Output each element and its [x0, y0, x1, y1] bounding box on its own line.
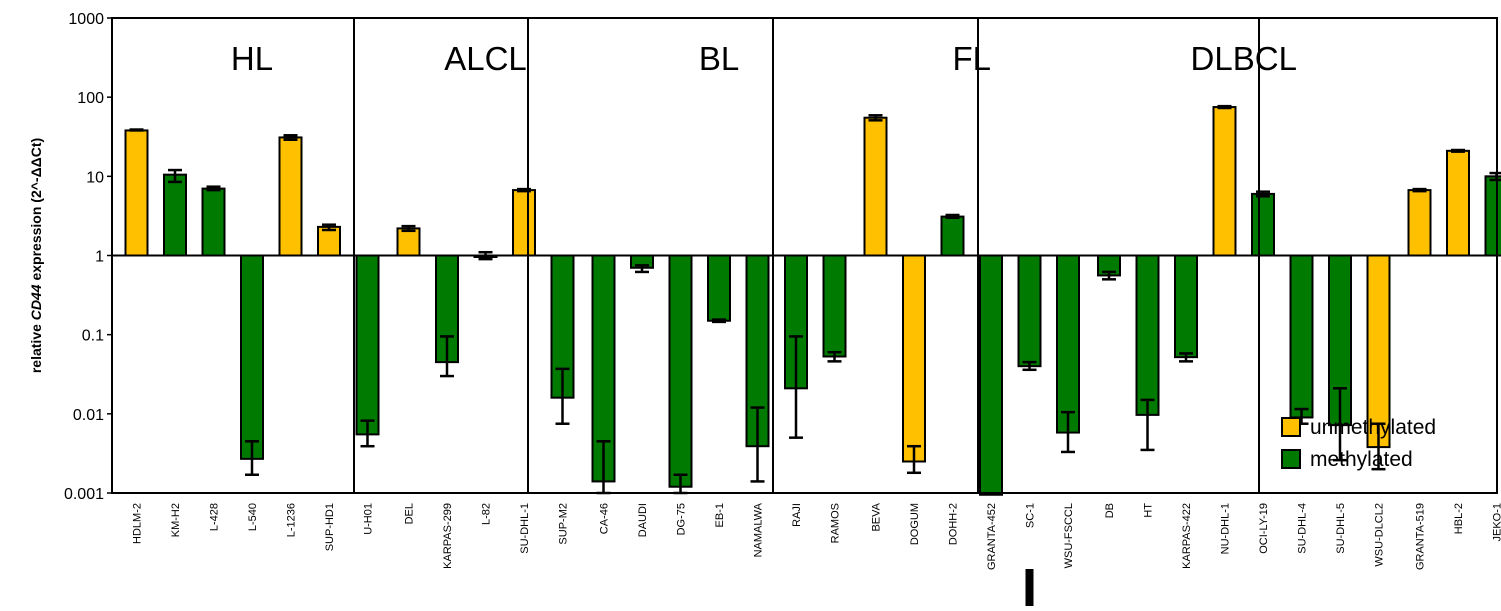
x-tick-label: SC-1	[1025, 503, 1037, 528]
x-tick-label: EB-1	[714, 503, 726, 527]
x-tick-label: SU-DHL-1	[519, 503, 531, 554]
x-tick-label: DOHH-2	[948, 503, 960, 545]
highlight-marker	[1026, 569, 1034, 606]
x-tick-label: KARPAS-422	[1181, 503, 1193, 569]
x-tick-label: U-H01	[363, 503, 375, 535]
bar-sc-1	[1019, 256, 1041, 367]
x-tick-label: JEKO-1	[1492, 503, 1501, 542]
y-tick-label: 100	[77, 90, 104, 107]
y-tick-label: 1000	[68, 11, 104, 28]
x-tick-label: KARPAS-299	[442, 503, 454, 569]
x-tick-label: KM-H2	[170, 503, 182, 537]
x-tick-label: BEVA	[871, 502, 883, 531]
x-tick-label: SU-DHL-5	[1335, 503, 1347, 554]
x-tick-label: SUP-M2	[558, 503, 570, 545]
bar-u-h01	[357, 256, 379, 435]
y-tick-label: 0.001	[64, 486, 104, 503]
bar-beva	[865, 118, 887, 256]
bar-km-h2	[164, 175, 186, 256]
y-tick-label: 0.1	[82, 328, 104, 345]
bar-ht	[1137, 256, 1159, 415]
x-tick-label: L-428	[209, 503, 221, 531]
bar-hbl-2	[1447, 151, 1469, 256]
legend-label-unmethylated: unmethylated	[1310, 416, 1436, 439]
group-label: ALCL	[444, 40, 527, 77]
bar-dohh-2	[942, 217, 964, 256]
group-label: DLBCL	[1191, 40, 1297, 77]
bar-eb-1	[708, 256, 730, 321]
group-label: FL	[952, 40, 991, 77]
x-tick-label: DB	[1104, 503, 1116, 518]
bar-nu-dhl-1	[1214, 107, 1236, 255]
legend-swatch-unmethylated	[1282, 418, 1300, 436]
x-tick-label: HBL-2	[1453, 503, 1465, 534]
x-tick-label: DOGUM	[909, 503, 921, 545]
x-tick-label: DAUDI	[637, 503, 649, 537]
bar-dg-75	[670, 256, 692, 487]
y-axis-label: relative CD44 expression (2^-ΔΔCt)	[28, 138, 44, 373]
x-tick-label: CA-46	[599, 503, 611, 534]
x-tick-label: GRANTA-452	[986, 503, 998, 570]
x-tick-label: L-540	[247, 503, 259, 531]
x-tick-label: DEL	[404, 503, 416, 524]
bar-dogum	[903, 256, 925, 462]
x-tick-label: WSU-FSCCL	[1063, 503, 1075, 568]
x-tick-label: SUP-HD1	[324, 503, 336, 551]
bar-su-dhl-4	[1291, 256, 1313, 418]
y-tick-label: 10	[86, 169, 104, 186]
x-tick-label: L-82	[481, 503, 493, 525]
bar-su-dhl-1	[513, 190, 535, 255]
x-tick-label: HT	[1143, 503, 1155, 518]
y-tick-label: 0.01	[73, 407, 104, 424]
bar-granta-452	[980, 256, 1002, 495]
bar-oci-ly-19	[1252, 194, 1274, 256]
bar-l-1236	[280, 137, 302, 255]
legend-swatch-methylated	[1282, 450, 1300, 468]
bar-granta-519	[1409, 190, 1431, 255]
bar-l-428	[203, 189, 225, 256]
x-tick-label: OCI-LY-19	[1258, 503, 1270, 554]
x-tick-label: RAJI	[791, 503, 803, 527]
bar-karpas-422	[1175, 256, 1197, 358]
x-tick-label: DG-75	[676, 503, 688, 535]
legend-label-methylated: methylated	[1310, 448, 1413, 471]
bar-wsu-fsccl	[1057, 256, 1079, 433]
x-tick-label: RAMOS	[830, 503, 842, 543]
x-tick-label: NAMALWA	[753, 502, 765, 557]
bar-jeko-1	[1486, 176, 1501, 255]
y-tick-label: 1	[95, 249, 104, 266]
group-label: BL	[699, 40, 739, 77]
group-label: HL	[231, 40, 273, 77]
bar-del	[398, 228, 420, 255]
x-tick-label: GRANTA-519	[1415, 503, 1427, 570]
x-tick-label: WSU-DLCL2	[1374, 503, 1386, 567]
x-tick-label: SU-DHL-4	[1297, 503, 1309, 554]
bar-l-540	[241, 256, 263, 459]
bar-ramos	[824, 256, 846, 357]
x-tick-label: NU-DHL-1	[1220, 503, 1232, 554]
bar-hdlm-2	[126, 130, 148, 255]
x-tick-label: L-1236	[286, 503, 298, 537]
x-tick-label: HDLM-2	[132, 503, 144, 544]
